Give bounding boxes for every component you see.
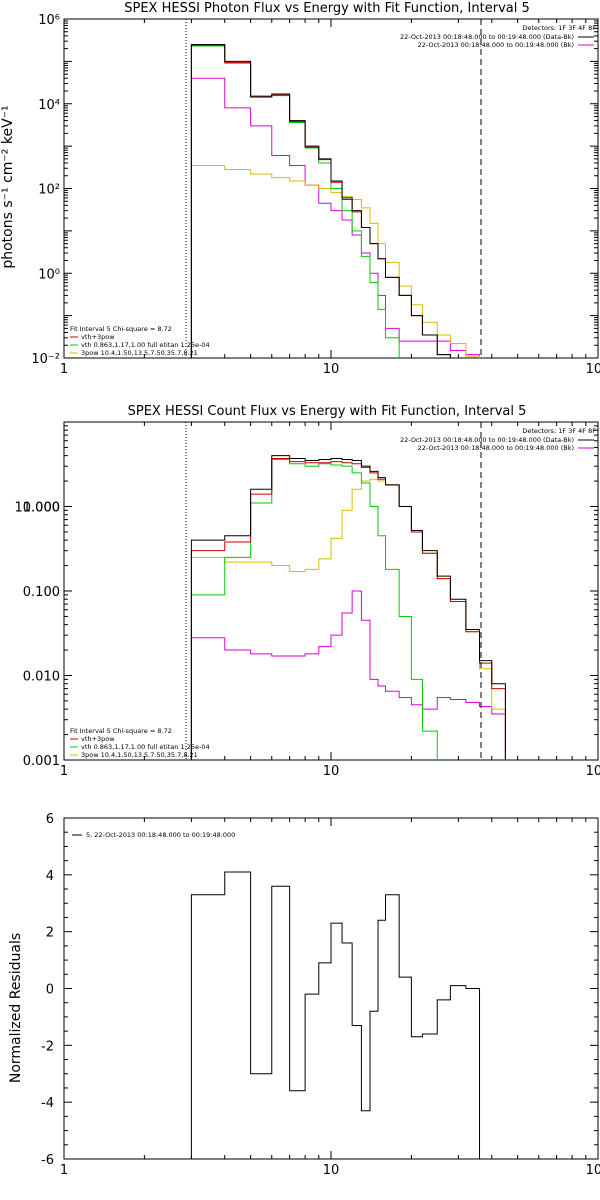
- photon-flux-ytick-label: 10⁴: [38, 98, 60, 113]
- count-flux-xtick-label: 100: [586, 764, 600, 779]
- count-flux-ytick-label: 10.000: [15, 501, 61, 516]
- photon-flux-xtick-label: 1: [60, 362, 68, 377]
- photon-flux-ytick-label: 10²: [38, 183, 60, 198]
- count-flux-series-vth: [190, 458, 451, 760]
- photon-flux-detectors-label: Detectors: 1F 3F 4F 8F: [522, 24, 596, 32]
- count-flux-series-vth-3pow: [190, 457, 506, 760]
- residuals-ytick-label: 0: [46, 983, 54, 998]
- photon-flux-fit-legend-text: vth 0.863,1.17,1.00 full etitan 1.25e-04: [81, 341, 210, 349]
- residuals-ytick-label: -4: [41, 1096, 54, 1111]
- photon-flux-ytick-label: 10⁶: [38, 13, 60, 28]
- count-flux-fit-legend-text: 3pow 10.4,1.50,13.5,7.50,35.7,8.21: [81, 751, 198, 759]
- photon-flux-series-vth: [190, 45, 412, 358]
- count-flux-detectors-label: Detectors: 1F 3F 4F 8F: [522, 427, 596, 435]
- count-flux-title: SPEX HESSI Count Flux vs Energy with Fit…: [128, 404, 527, 419]
- count-flux-plot-frame: [63, 421, 599, 761]
- residuals-ytick-label: 6: [46, 812, 54, 827]
- count-flux-panel: SPEX HESSI Count Flux vs Energy with Fit…: [15, 404, 600, 779]
- photon-flux-fit-legend-text: Fit Interval 5 Chi-square = 8.72: [70, 325, 172, 333]
- residuals-xtick-label: 100: [586, 1163, 600, 1178]
- residuals-xtick-label: 10: [323, 1163, 340, 1178]
- residuals-plot-frame: [63, 817, 599, 1160]
- residuals-series-residual: [190, 871, 481, 1159]
- photon-flux-panel: SPEX HESSI Photon Flux vs Energy with Fi…: [0, 1, 600, 377]
- photon-flux-fit-legend-text: vth+3pow: [81, 333, 115, 341]
- count-flux-ytick-label: 0.100: [23, 585, 60, 600]
- photon-flux-series-bk: [190, 77, 481, 358]
- residuals-ytick-label: 2: [46, 926, 54, 941]
- photon-flux-ylabel: photons s⁻¹ cm⁻² keV⁻¹: [0, 105, 16, 268]
- count-flux-top-legend-text: 22-Oct-2013 00:18:48.000 to 00:19:48.000…: [418, 444, 574, 452]
- count-flux-xtick-label: 1: [60, 764, 68, 779]
- count-flux-series-3pow: [190, 478, 519, 760]
- residuals-ytick-label: -6: [41, 1153, 54, 1168]
- photon-flux-ytick-label: 10⁰: [38, 267, 60, 282]
- photon-flux-top-legend-text: 22-Oct-2013 00:18:48.000 to 00:19:48.000…: [400, 33, 574, 41]
- count-flux-ytick-label: 1.000: [23, 501, 60, 516]
- photon-flux-title: SPEX HESSI Photon Flux vs Energy with Fi…: [124, 1, 530, 16]
- residuals-legend-text: 5, 22-Oct-2013 00:18:48.000 to 00:19:48.…: [86, 831, 235, 839]
- photon-flux-xtick-label: 10: [323, 362, 340, 377]
- count-flux-ytick-label: 0.001: [23, 754, 60, 769]
- photon-flux-top-legend-text: 22-Oct-2013 00:18:48.000 to 00:19:48.000…: [418, 41, 574, 49]
- photon-flux-fit-legend-text: 3pow 10.4,1.50,13.5,7.50,35.7,8.21: [81, 349, 198, 357]
- count-flux-fit-legend-text: vth 0.863,1.17,1.00 full etitan 1.25e-04: [81, 743, 210, 751]
- photon-flux-xtick-label: 100: [586, 362, 600, 377]
- count-flux-fit-legend-text: Fit Interval 5 Chi-square = 8.72: [70, 727, 172, 735]
- count-flux-top-legend-text: 22-Oct-2013 00:18:48.000 to 00:19:48.000…: [400, 436, 574, 444]
- residuals-ylabel: Normalized Residuals: [8, 933, 24, 1083]
- residuals-ytick-label: -2: [41, 1039, 54, 1054]
- residuals-xtick-label: 1: [60, 1163, 68, 1178]
- photon-flux-ytick-label: 10⁻²: [31, 352, 60, 367]
- photon-flux-series-data-bk: [190, 44, 451, 358]
- count-flux-xtick-label: 10: [323, 764, 340, 779]
- residuals-panel: Normalized Residuals 1 10 100 -6 -4 -2 0 2 4 6 5,…: [8, 812, 600, 1178]
- count-flux-fit-legend-text: vth+3pow: [81, 735, 115, 743]
- count-flux-series-data-bk: [190, 455, 506, 760]
- residuals-ytick-label: 4: [46, 869, 54, 884]
- count-flux-ytick-label: 0.010: [23, 670, 60, 685]
- count-flux-series-bk: [190, 590, 519, 760]
- photon-flux-series-3pow: [190, 164, 493, 358]
